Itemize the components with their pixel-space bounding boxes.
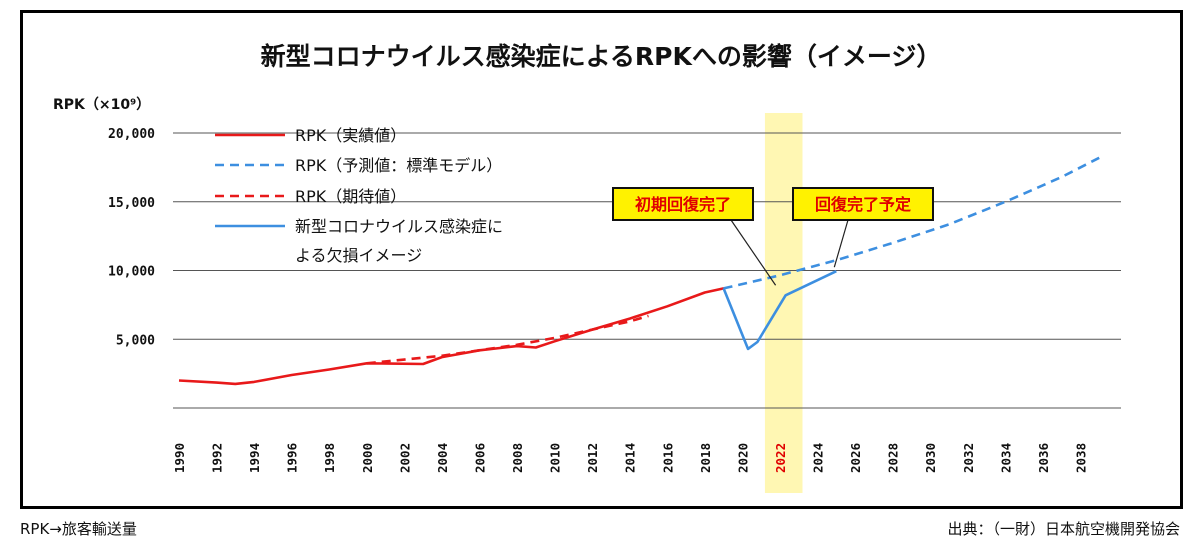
x-tick-label: 2000 — [360, 443, 375, 473]
callout-box-1 — [612, 187, 754, 221]
x-tick-label: 2032 — [961, 443, 976, 473]
callout-leader-2 — [833, 219, 849, 268]
x-tick-label: 1996 — [285, 443, 300, 473]
legend-label-1: RPK（実績値） — [295, 126, 406, 145]
x-tick-label: 1994 — [247, 443, 262, 473]
legend-label-2: RPK（予測値：標準モデル） — [295, 156, 502, 175]
x-tick-label: 2004 — [435, 443, 450, 473]
source-credit: 出典：（一財）日本航空機開発協会 — [947, 520, 1180, 538]
x-tick-label: 2034 — [998, 443, 1013, 473]
series-line-2 — [723, 156, 1100, 290]
rpk-chart: 5,000 10,000 15,000 20,000 1990 1992 1994 1996 1… — [53, 42, 1121, 493]
legend-label-3: RPK（期待値） — [295, 187, 406, 206]
chart-title: 新型コロナウイルス感染症によるRPKへの影響（イメージ） — [261, 42, 942, 71]
y-tick-label: 10,000 — [108, 265, 155, 280]
x-tick-label: 2008 — [510, 443, 525, 473]
x-tick-label: 2036 — [1036, 443, 1051, 473]
legend-label-4: 新型コロナウイルス感染症に — [295, 217, 503, 236]
x-tick-label: 1992 — [210, 443, 225, 473]
x-tick-label: 2028 — [886, 443, 901, 473]
x-tick-label: 1998 — [322, 443, 337, 473]
chart-frame: 5,000 10,000 15,000 20,000 1990 1992 1994 1996 1… — [20, 10, 1183, 509]
x-tick-label: 2016 — [660, 443, 675, 473]
series-line-1 — [178, 287, 724, 386]
x-tick-label: 2014 — [623, 443, 638, 473]
x-tick-label: 2030 — [923, 443, 938, 473]
x-tick-label: 2024 — [811, 443, 826, 473]
legend-label-4-cont: よる欠損イメージ — [295, 246, 422, 265]
y-axis-label: RPK（×10⁹） — [53, 97, 150, 113]
x-tick-label: 1990 — [172, 443, 187, 473]
x-tick-label: 2010 — [548, 443, 563, 473]
series-line-4 — [722, 270, 837, 351]
x-tick-label: 2002 — [397, 443, 412, 473]
y-tick-label: 5,000 — [116, 333, 155, 348]
footer-note: RPK→旅客輸送量 — [20, 520, 137, 538]
x-tick-label: 2020 — [735, 443, 750, 473]
x-tick-label: 2012 — [585, 443, 600, 473]
y-tick-label: 15,000 — [108, 196, 155, 211]
x-tick-label: 2006 — [472, 443, 487, 473]
callout-label-2: 回復完了予定 — [815, 195, 911, 214]
x-tick-label: 2018 — [698, 443, 713, 473]
x-tick-label: 2022 — [773, 443, 788, 473]
callout-leader-1 — [730, 219, 777, 286]
x-tick-label: 2026 — [848, 443, 863, 473]
y-tick-label: 20,000 — [108, 127, 155, 142]
highlight-band-2022 — [764, 113, 803, 493]
series-line-3 — [366, 314, 649, 365]
x-tick-label: 2038 — [1073, 443, 1088, 473]
callout-box-2 — [792, 187, 934, 221]
callout-label-1: 初期回復完了 — [635, 195, 731, 214]
